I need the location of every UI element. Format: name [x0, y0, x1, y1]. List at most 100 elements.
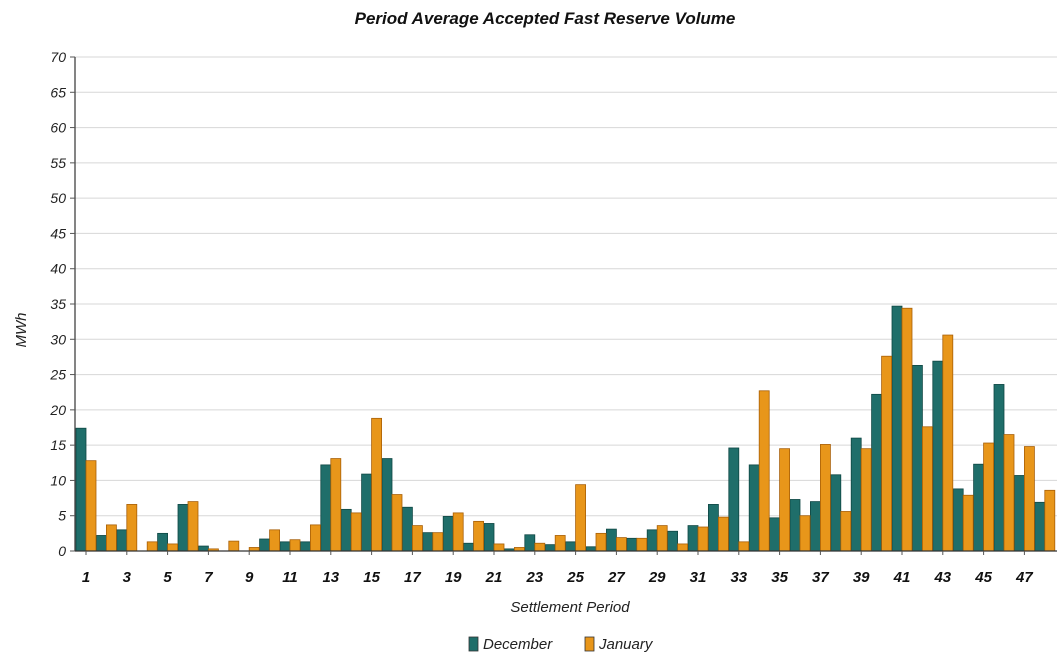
x-tick-label: 15 [363, 569, 380, 586]
bar-december-10 [259, 538, 271, 552]
x-tick-label: 39 [853, 569, 870, 586]
bar-january-31 [697, 526, 709, 552]
bars [75, 305, 1056, 552]
bar-december-19 [442, 516, 454, 552]
bar-december-20 [463, 542, 475, 552]
x-tick-label: 9 [245, 569, 254, 586]
x-tick-label: 35 [771, 569, 788, 586]
x-tick-label: 13 [322, 569, 339, 586]
bar-january-34 [758, 390, 770, 552]
x-tick-label: 17 [404, 569, 421, 586]
x-tick-label: 5 [163, 569, 172, 586]
y-tick-label: 10 [50, 472, 66, 488]
x-tick-label: 1 [82, 569, 90, 586]
bar-january-12 [309, 524, 321, 552]
bar-december-48 [1034, 501, 1046, 552]
bar-december-30 [667, 530, 678, 552]
bar-january-14 [350, 512, 362, 552]
bar-january-46 [1003, 434, 1015, 552]
bar-december-36 [789, 499, 801, 552]
chart-title: Period Average Accepted Fast Reserve Vol… [355, 9, 736, 28]
bar-december-38 [830, 474, 842, 552]
legend-label-january: January [598, 636, 654, 653]
bar-january-37 [820, 444, 831, 552]
y-tick-label: 50 [50, 190, 66, 206]
bar-january-20 [473, 520, 485, 552]
bar-january-23 [534, 542, 546, 552]
y-tick-label: 60 [50, 120, 66, 136]
bar-december-23 [524, 534, 536, 552]
bar-december-31 [687, 525, 699, 552]
bar-january-48 [1044, 489, 1056, 552]
y-tick-label: 20 [49, 402, 66, 418]
bar-december-11 [279, 541, 291, 552]
bar-january-39 [860, 448, 872, 552]
x-tick-label: 31 [690, 569, 707, 586]
y-tick-label: 0 [58, 543, 66, 559]
bar-december-46 [993, 384, 1005, 552]
bar-january-1 [85, 460, 97, 552]
bar-january-28 [636, 537, 648, 552]
bar-january-8 [228, 540, 240, 552]
bar-january-5 [167, 543, 179, 552]
bar-january-33 [738, 541, 750, 552]
y-tick-label: 70 [50, 49, 66, 65]
bar-december-33 [728, 447, 740, 552]
y-tick-label: 65 [50, 84, 66, 100]
bar-january-24 [554, 535, 566, 552]
bar-january-38 [840, 511, 852, 552]
x-tick-label: 11 [282, 569, 298, 586]
bar-january-19 [452, 512, 464, 552]
bar-january-32 [718, 516, 729, 552]
x-tick-label: 37 [812, 569, 829, 586]
bar-december-6 [177, 504, 189, 552]
bar-december-35 [769, 517, 780, 552]
bar-december-40 [871, 393, 882, 552]
bar-december-42 [912, 364, 923, 552]
y-tick-label: 35 [50, 296, 66, 312]
bar-january-27 [616, 537, 627, 552]
bar-december-26 [585, 546, 597, 552]
bar-december-39 [850, 437, 862, 552]
bar-december-29 [646, 529, 658, 552]
bar-december-14 [340, 508, 352, 552]
y-tick-label: 45 [50, 225, 66, 241]
bar-january-13 [330, 458, 342, 552]
bar-december-3 [116, 529, 128, 552]
bar-december-1 [75, 427, 87, 552]
bar-january-45 [983, 442, 994, 552]
bar-january-40 [881, 355, 892, 552]
bar-december-13 [320, 464, 332, 552]
y-tick-label: 40 [50, 261, 66, 277]
bar-december-37 [810, 501, 821, 552]
gridlines [75, 56, 1057, 517]
y-axis-label: MWh [13, 313, 30, 348]
bar-december-25 [565, 541, 576, 552]
bar-december-15 [361, 473, 373, 552]
bar-january-21 [493, 543, 505, 552]
x-tick-label: 29 [648, 569, 666, 586]
bar-january-41 [901, 307, 913, 552]
x-tick-label: 7 [204, 569, 213, 586]
bar-december-44 [952, 488, 964, 552]
bar-december-12 [299, 541, 311, 552]
x-tick-label: 23 [525, 569, 543, 586]
bar-december-27 [606, 528, 617, 552]
y-tick-label: 15 [50, 437, 66, 453]
x-axis-ticks: 1 3 5 7 9 11 13 15 17 19 21 23 25 27 29 31 33 35 37 39 41 43 4… [82, 551, 1033, 586]
y-tick-label: 30 [50, 331, 66, 347]
bar-january-11 [289, 539, 301, 552]
x-tick-label: 21 [485, 569, 503, 586]
x-axis-label: Settlement Period [510, 599, 630, 616]
bar-january-47 [1024, 446, 1035, 552]
legend-label-december: December [483, 636, 553, 653]
bar-january-18 [432, 532, 444, 552]
bar-january-30 [677, 543, 688, 552]
bar-january-2 [106, 524, 117, 552]
bar-december-7 [197, 545, 209, 552]
bar-january-25 [575, 484, 586, 552]
x-tick-label: 47 [1015, 569, 1033, 586]
bar-december-24 [544, 544, 556, 552]
bar-january-15 [371, 417, 383, 552]
